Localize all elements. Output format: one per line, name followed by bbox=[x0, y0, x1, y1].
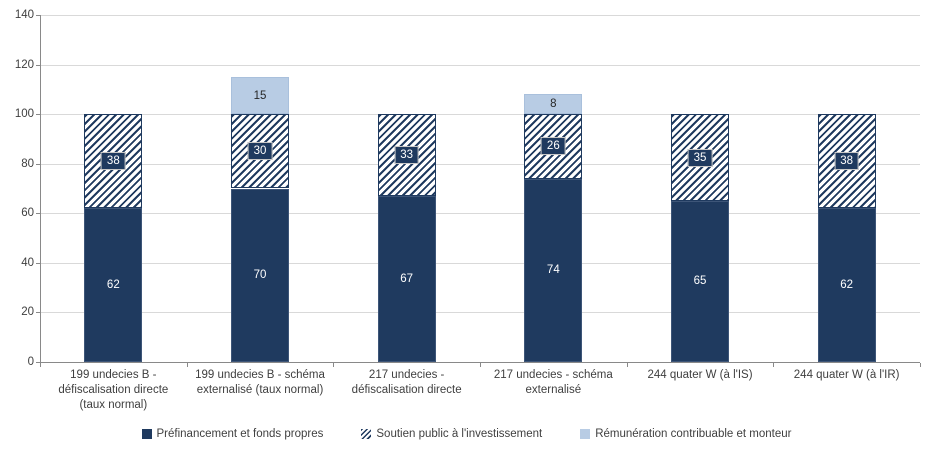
data-label: 38 bbox=[100, 152, 126, 171]
legend-label: Soutien public à l'investissement bbox=[376, 428, 543, 440]
gridline bbox=[40, 114, 920, 116]
data-label: 62 bbox=[106, 279, 120, 292]
y-axis-tick bbox=[36, 64, 40, 66]
category-label: 217 undecies - défiscalisation directe bbox=[351, 369, 462, 396]
category-label: 199 undecies B - défiscalisation directe… bbox=[58, 369, 169, 411]
y-axis-tick bbox=[36, 213, 40, 215]
y-axis-label: 120 bbox=[14, 58, 34, 71]
x-axis-tick bbox=[40, 363, 41, 367]
y-axis-tick bbox=[36, 362, 40, 363]
x-axis-tick bbox=[920, 363, 921, 367]
bar-segment-solid bbox=[231, 188, 289, 362]
legend-item-remuneration: Rémunération contribuable et monteur bbox=[580, 428, 791, 440]
data-label: 33 bbox=[394, 146, 420, 165]
y-axis-tick bbox=[36, 15, 40, 16]
data-label: 35 bbox=[687, 148, 713, 167]
category-label: 244 quater W (à l'IR) bbox=[793, 369, 900, 381]
y-axis-label: 40 bbox=[21, 256, 34, 269]
x-axis-tick bbox=[333, 363, 335, 367]
x-axis-tick bbox=[773, 363, 775, 367]
x-axis-tick bbox=[480, 363, 481, 367]
x-axis-line bbox=[40, 362, 920, 363]
data-label: 62 bbox=[840, 279, 854, 292]
y-axis-label: 80 bbox=[21, 157, 34, 170]
x-axis-tick bbox=[186, 363, 188, 367]
y-axis-line bbox=[40, 15, 41, 362]
y-axis-tick bbox=[36, 114, 40, 116]
bar-segment-solid bbox=[84, 208, 143, 362]
legend-label: Rémunération contribuable et monteur bbox=[595, 428, 792, 440]
gridline bbox=[40, 262, 920, 264]
legend: Préfinancement et fonds propres Soutien … bbox=[0, 428, 933, 440]
y-axis-tick bbox=[36, 262, 40, 264]
bar-segment-solid bbox=[377, 195, 436, 362]
legend-swatch-hatched-icon bbox=[361, 429, 372, 439]
y-axis-tick bbox=[36, 163, 40, 165]
gridline bbox=[40, 64, 920, 66]
bar-segment-solid bbox=[817, 208, 876, 362]
gridline bbox=[40, 15, 920, 16]
category-label: 217 undecies - schéma externalisé bbox=[493, 369, 613, 396]
data-label: 38 bbox=[834, 152, 860, 171]
y-axis-label: 140 bbox=[14, 9, 34, 21]
y-axis-label: 20 bbox=[21, 306, 34, 319]
legend-item-prefinancement: Préfinancement et fonds propres bbox=[141, 428, 324, 440]
gridline bbox=[40, 213, 920, 215]
bar-segment-solid bbox=[671, 200, 729, 362]
y-axis-label: 60 bbox=[21, 207, 34, 220]
gridline bbox=[40, 312, 920, 314]
legend-swatch-solid-navy-icon bbox=[141, 429, 152, 439]
y-axis-label: 100 bbox=[14, 108, 34, 121]
y-axis-label: 0 bbox=[27, 356, 34, 368]
gridline bbox=[40, 163, 920, 165]
data-label: 15 bbox=[253, 89, 267, 102]
data-label: 67 bbox=[400, 272, 414, 285]
bar-segment-solid bbox=[524, 178, 583, 362]
bar-segment-light bbox=[231, 76, 289, 115]
data-label: 70 bbox=[253, 269, 267, 282]
data-label: 8 bbox=[550, 98, 557, 111]
category-label: 244 quater W (à l'IS) bbox=[647, 369, 753, 381]
category-label: 199 undecies B - schéma externalisé (tau… bbox=[195, 369, 325, 396]
data-label: 74 bbox=[546, 264, 560, 277]
bar-segment-light bbox=[524, 94, 583, 115]
data-label: 65 bbox=[693, 275, 707, 288]
legend-swatch-light-blue-icon bbox=[580, 429, 591, 439]
data-label: 30 bbox=[247, 142, 273, 161]
legend-item-soutien-public: Soutien public à l'investissement bbox=[361, 428, 542, 440]
data-label: 26 bbox=[540, 137, 566, 156]
legend-label: Préfinancement et fonds propres bbox=[156, 428, 324, 440]
y-axis-tick bbox=[36, 312, 40, 314]
x-axis-tick bbox=[626, 363, 628, 367]
